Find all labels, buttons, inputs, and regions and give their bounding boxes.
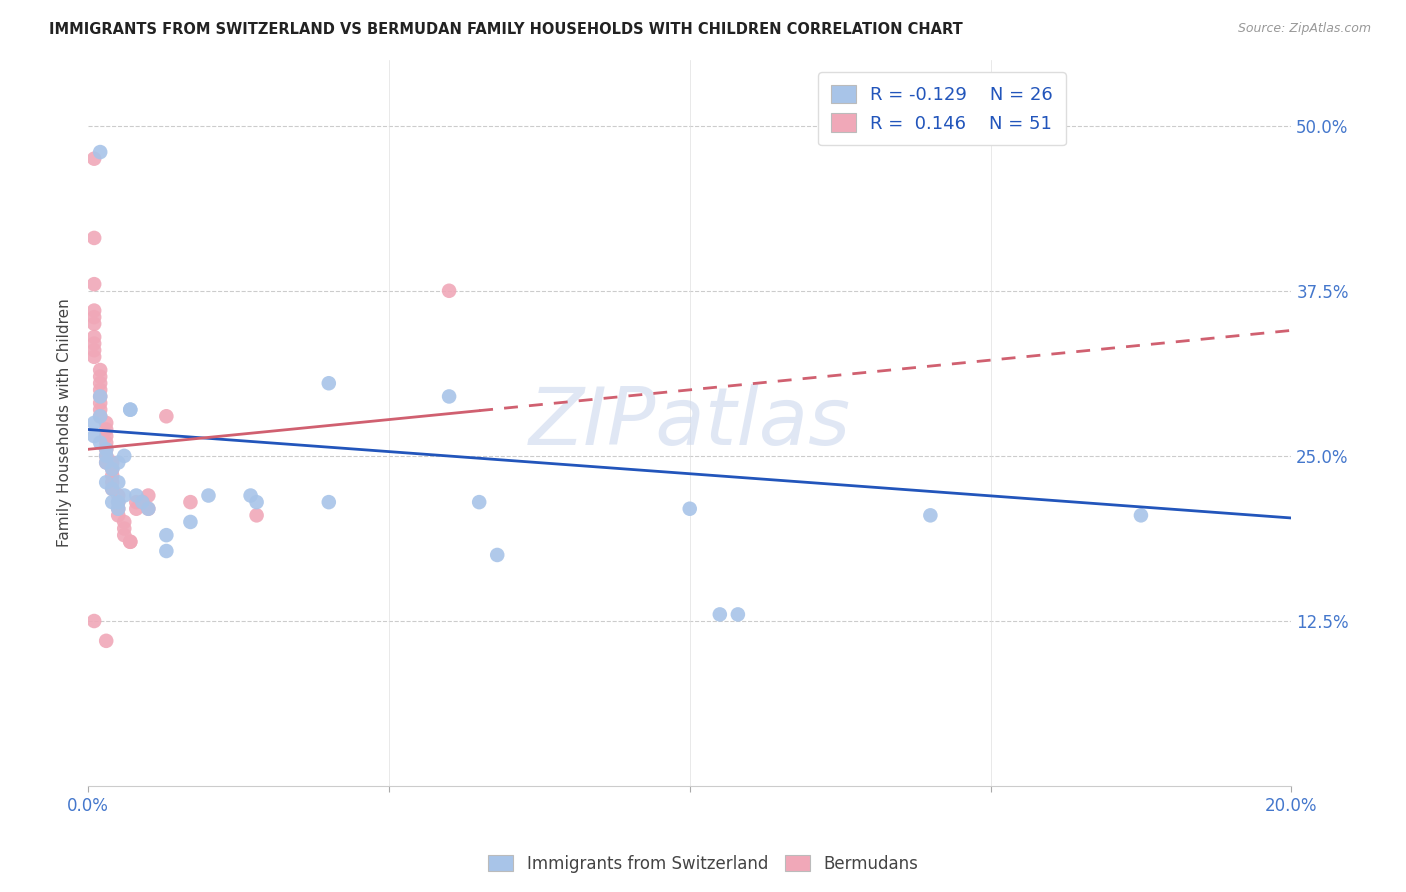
Point <box>107 501 129 516</box>
Point <box>101 495 124 509</box>
Point <box>83 277 105 292</box>
Point <box>107 501 129 516</box>
Point <box>136 489 159 503</box>
Text: Source: ZipAtlas.com: Source: ZipAtlas.com <box>1237 22 1371 36</box>
Point <box>246 495 269 509</box>
Point <box>179 495 201 509</box>
Point <box>96 633 118 648</box>
Point <box>83 310 105 325</box>
Point <box>96 475 118 490</box>
Point <box>136 501 159 516</box>
Point <box>727 607 749 622</box>
Point <box>101 468 124 483</box>
Point <box>920 508 942 523</box>
Point <box>83 317 105 331</box>
Point <box>120 534 142 549</box>
Legend: Immigrants from Switzerland, Bermudans: Immigrants from Switzerland, Bermudans <box>481 848 925 880</box>
Point <box>101 482 124 496</box>
Point <box>112 522 135 536</box>
Point <box>101 475 124 490</box>
Point <box>101 482 124 496</box>
Point <box>246 508 269 523</box>
Point <box>89 402 111 417</box>
Point <box>239 489 262 503</box>
Point <box>89 396 111 410</box>
Point <box>107 495 129 509</box>
Point <box>83 614 105 628</box>
Point <box>679 501 702 516</box>
Point <box>89 389 111 403</box>
Point <box>96 429 118 443</box>
Legend: R = -0.129    N = 26, R =  0.146    N = 51: R = -0.129 N = 26, R = 0.146 N = 51 <box>818 72 1066 145</box>
Text: ZIPatlas: ZIPatlas <box>529 384 851 462</box>
Point <box>120 534 142 549</box>
Point <box>89 409 111 424</box>
Point <box>83 152 105 166</box>
Point <box>83 303 105 318</box>
Point <box>96 416 118 430</box>
Point <box>125 495 148 509</box>
Point <box>107 495 129 509</box>
Point <box>468 495 491 509</box>
Point <box>179 515 201 529</box>
Point <box>120 402 142 417</box>
Point <box>112 449 135 463</box>
Point <box>96 435 118 450</box>
Point <box>89 369 111 384</box>
Point <box>155 409 177 424</box>
Point <box>96 455 118 469</box>
Point <box>107 475 129 490</box>
Point <box>96 455 118 469</box>
Point <box>107 455 129 469</box>
Point <box>120 402 142 417</box>
Point <box>155 544 177 558</box>
Point <box>112 489 135 503</box>
Point <box>131 495 153 509</box>
Point <box>112 528 135 542</box>
Y-axis label: Family Households with Children: Family Households with Children <box>58 299 72 548</box>
Point <box>155 528 177 542</box>
Point <box>136 501 159 516</box>
Point <box>125 501 148 516</box>
Point <box>131 495 153 509</box>
Point <box>96 449 118 463</box>
Point <box>89 389 111 403</box>
Point <box>101 462 124 476</box>
Point <box>96 422 118 436</box>
Point <box>83 350 105 364</box>
Point <box>89 363 111 377</box>
Point <box>89 409 111 424</box>
Point <box>101 462 124 476</box>
Point <box>89 435 111 450</box>
Point <box>318 495 340 509</box>
Point <box>83 416 105 430</box>
Point <box>437 284 460 298</box>
Point <box>83 231 105 245</box>
Point <box>1129 508 1152 523</box>
Point <box>107 489 129 503</box>
Point <box>96 442 118 457</box>
Point <box>83 336 105 351</box>
Point <box>709 607 731 622</box>
Point <box>96 449 118 463</box>
Point <box>197 489 219 503</box>
Point <box>83 429 105 443</box>
Point <box>83 330 105 344</box>
Point <box>89 145 111 159</box>
Point <box>89 383 111 397</box>
Point <box>437 389 460 403</box>
Point <box>107 508 129 523</box>
Point <box>101 455 124 469</box>
Text: IMMIGRANTS FROM SWITZERLAND VS BERMUDAN FAMILY HOUSEHOLDS WITH CHILDREN CORRELAT: IMMIGRANTS FROM SWITZERLAND VS BERMUDAN … <box>49 22 963 37</box>
Point <box>318 376 340 391</box>
Point <box>486 548 509 562</box>
Point <box>96 442 118 457</box>
Point <box>125 489 148 503</box>
Point <box>89 376 111 391</box>
Point <box>131 495 153 509</box>
Point <box>83 343 105 358</box>
Point <box>112 515 135 529</box>
